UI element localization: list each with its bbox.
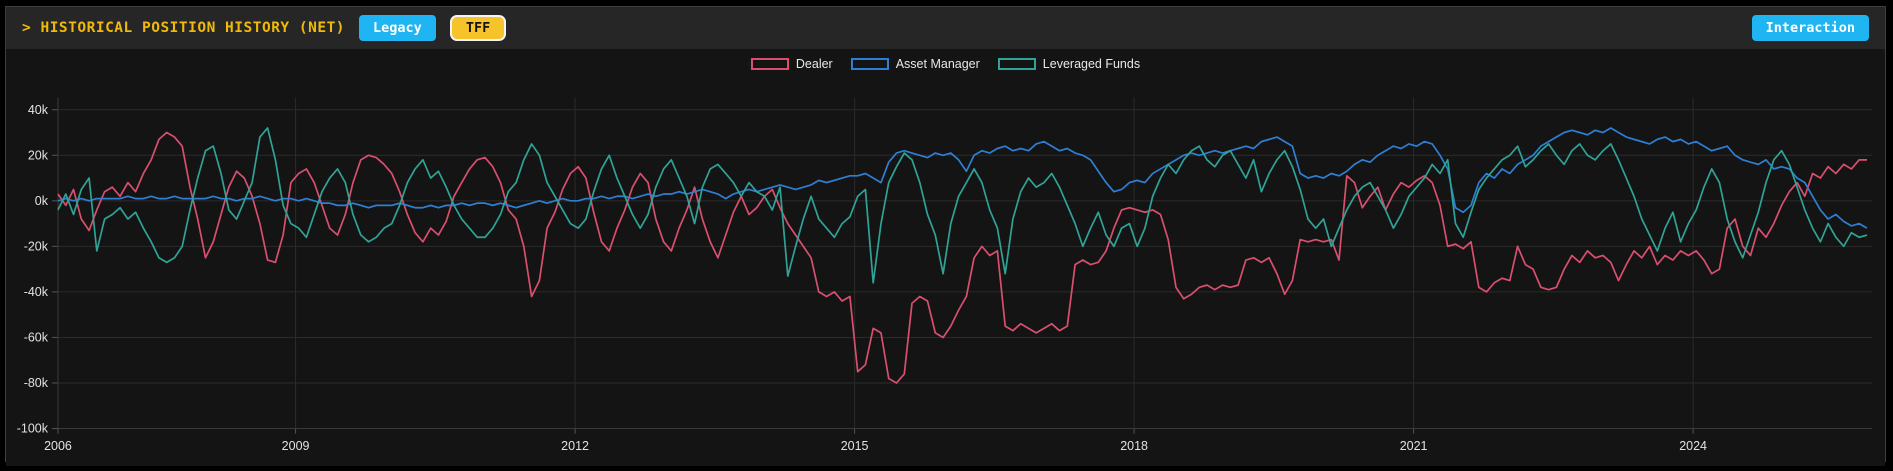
leveraged-funds-swatch-icon bbox=[997, 58, 1036, 70]
legend-label-leveraged-funds: Leveraged Funds bbox=[1042, 57, 1141, 71]
dealer-swatch-icon bbox=[750, 58, 789, 70]
interaction-button[interactable]: Interaction bbox=[1751, 14, 1869, 42]
asset-manager-swatch-icon bbox=[850, 58, 889, 70]
x-axis-label: 2018 bbox=[1120, 439, 1148, 453]
y-axis-label: 40k bbox=[28, 103, 49, 117]
y-axis-label: 0k bbox=[35, 194, 49, 208]
y-axis-label: -100k bbox=[17, 422, 49, 436]
y-axis-label: -60k bbox=[24, 330, 49, 344]
y-axis-label: -40k bbox=[24, 285, 49, 299]
legend-item-asset-manager[interactable]: Asset Manager bbox=[850, 57, 980, 71]
legacy-button[interactable]: Legacy bbox=[359, 14, 436, 42]
tff-button-active[interactable]: TFF bbox=[449, 14, 507, 42]
legend-item-dealer[interactable]: Dealer bbox=[750, 57, 833, 71]
header-bar: > HISTORICAL POSITION HISTORY (NET) Lega… bbox=[6, 7, 1885, 49]
page-title: > HISTORICAL POSITION HISTORY (NET) bbox=[22, 20, 346, 36]
y-axis-label: -80k bbox=[24, 376, 49, 390]
app-panel: > HISTORICAL POSITION HISTORY (NET) Lega… bbox=[5, 6, 1886, 466]
legend-label-asset-manager: Asset Manager bbox=[895, 57, 980, 71]
x-axis-label: 2012 bbox=[561, 439, 589, 453]
x-axis-label: 2015 bbox=[841, 439, 869, 453]
x-axis-label: 2009 bbox=[282, 439, 310, 453]
series-line-dealer bbox=[57, 131, 1867, 384]
chart-container: Dealer Asset Manager Leveraged Funds 40k… bbox=[6, 49, 1885, 466]
legend-item-leveraged-funds[interactable]: Leveraged Funds bbox=[997, 57, 1141, 71]
position-chart[interactable]: 40k 20k 0k -20k -40k -60k -80k -100k 2006 2009 201… bbox=[6, 49, 1885, 466]
y-axis-label: 20k bbox=[28, 148, 49, 162]
legend-label-dealer: Dealer bbox=[795, 57, 833, 71]
series-line-asset_manager bbox=[57, 127, 1868, 229]
y-axis-label: -20k bbox=[24, 239, 49, 253]
series-line-leveraged_funds bbox=[57, 127, 1868, 284]
x-axis-label: 2024 bbox=[1679, 439, 1707, 453]
x-axis-label: 2021 bbox=[1400, 439, 1428, 453]
x-axis-label: 2006 bbox=[44, 439, 72, 453]
chart-legend: Dealer Asset Manager Leveraged Funds bbox=[6, 57, 1885, 71]
